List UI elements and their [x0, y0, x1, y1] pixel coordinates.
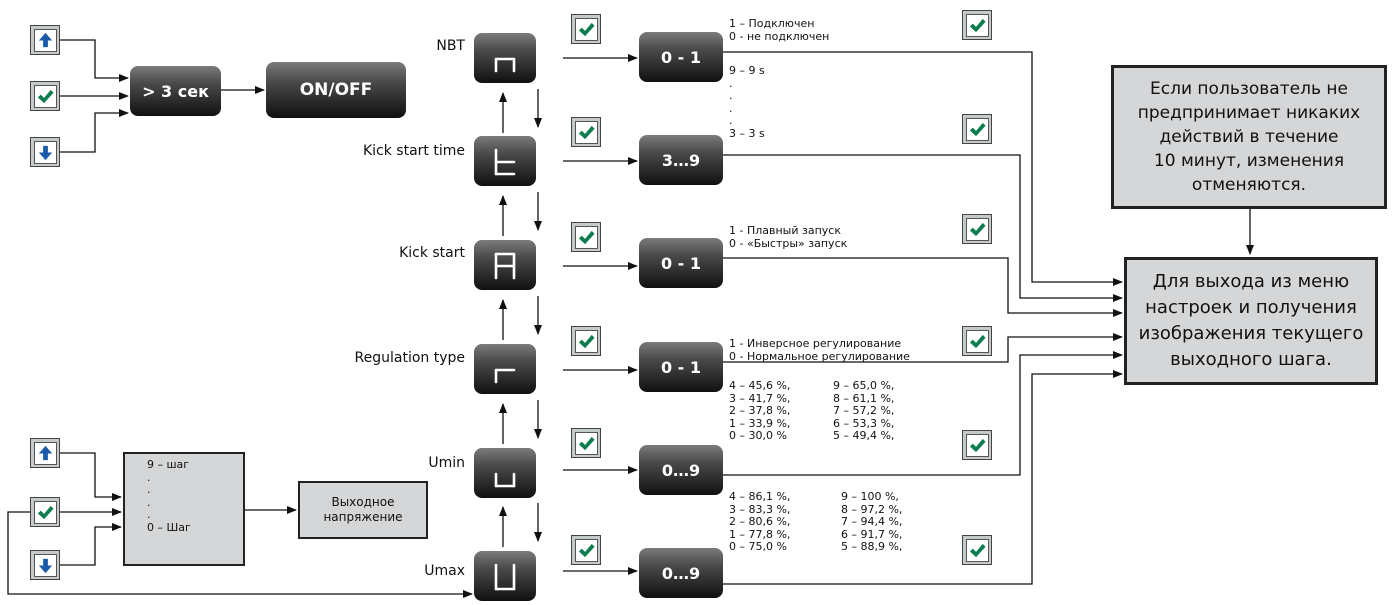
- param-label-kick-start-time: Kick start time: [362, 143, 465, 159]
- check-icon: [969, 334, 986, 349]
- ok-key-regulation-type[interactable]: [571, 326, 601, 356]
- seven-segment-display: [494, 563, 516, 591]
- ok-key-right-kick-start[interactable]: [962, 214, 992, 244]
- up-key-bottom[interactable]: [30, 438, 60, 468]
- arrow-down-icon: [38, 558, 53, 574]
- ok-key-right-kick-start-time[interactable]: [962, 114, 992, 144]
- ok-key-right-umax[interactable]: [962, 535, 992, 565]
- note-kick-start-time: 9 – 9 s . . . . 3 – 3 s: [729, 64, 765, 140]
- param-label-kick-start: Kick start: [399, 245, 465, 261]
- value-box-umin: 0…9: [639, 445, 723, 495]
- check-icon: [578, 543, 595, 558]
- display-umin: [474, 448, 536, 498]
- check-icon: [578, 436, 595, 451]
- step-list-box: 9 – шаг . . . . 0 – Шаг: [123, 452, 245, 566]
- check-icon: [969, 222, 986, 237]
- value-box-regulation-type: 0 - 1: [639, 342, 723, 392]
- ok-key-right-nbt[interactable]: [962, 10, 992, 40]
- ok-key-right-regulation-type[interactable]: [962, 326, 992, 356]
- ok-key-right-umin[interactable]: [962, 430, 992, 460]
- check-icon: [37, 505, 54, 520]
- param-label-umax: Umax: [424, 563, 465, 579]
- down-key[interactable]: [30, 137, 60, 167]
- note-umin-right: 9 – 65,0 %, 8 – 61,1 %, 7 – 57,2 %, 6 – …: [833, 379, 895, 442]
- check-icon: [969, 543, 986, 558]
- exit-note-text: Для выхода из меню настроек и получения …: [1138, 271, 1364, 370]
- check-icon: [969, 122, 986, 137]
- check-icon: [578, 334, 595, 349]
- param-label-nbt: NBT: [436, 38, 465, 54]
- display-regulation-type: [474, 344, 536, 394]
- seven-segment-display: [494, 148, 516, 176]
- on-off-box: ON/OFF: [266, 62, 406, 118]
- display-nbt: [474, 33, 536, 83]
- ok-key[interactable]: [30, 81, 60, 111]
- timeout-note-box: Если пользователь не предпринимает никак…: [1111, 65, 1387, 209]
- seven-segment-display: [494, 368, 516, 384]
- note-umin-left: 4 – 45,6 %, 3 – 41,7 %, 2 – 37,8 %, 1 – …: [729, 379, 791, 442]
- output-voltage-box: Выходное напряжение: [298, 481, 428, 539]
- check-icon: [969, 18, 986, 33]
- note-umax-left: 4 – 86,1 %, 3 – 83,3 %, 2 – 80,6 %, 1 – …: [729, 490, 791, 553]
- value-box-umax: 0…9: [639, 548, 723, 598]
- up-key[interactable]: [30, 25, 60, 55]
- ok-key-umin[interactable]: [571, 428, 601, 458]
- display-umax: [474, 551, 536, 601]
- step-list: 9 – шаг . . . . 0 – Шаг: [147, 458, 191, 534]
- ok-key-bottom[interactable]: [30, 497, 60, 527]
- value-box-nbt: 0 - 1: [639, 32, 723, 82]
- check-icon: [578, 125, 595, 140]
- hold-3-sec-box: > 3 сек: [130, 66, 221, 116]
- value-box-kick-start: 0 - 1: [639, 238, 723, 288]
- note-umax-right: 9 – 100 %, 8 – 97,2 %, 7 – 94,4 %, 6 – 9…: [841, 490, 903, 553]
- ok-key-kick-start-time[interactable]: [571, 117, 601, 147]
- value-box-kick-start-time: 3…9: [639, 135, 723, 185]
- param-label-umin: Umin: [428, 455, 465, 471]
- seven-segment-display: [494, 252, 516, 280]
- down-key-bottom[interactable]: [30, 550, 60, 580]
- output-voltage-text: Выходное напряжение: [323, 495, 403, 524]
- display-kick-start-time: [474, 136, 536, 186]
- check-icon: [969, 438, 986, 453]
- seven-segment-display: [494, 472, 516, 488]
- arrow-up-icon: [38, 445, 53, 461]
- check-icon: [37, 89, 54, 104]
- ok-key-nbt[interactable]: [571, 14, 601, 44]
- arrow-up-icon: [38, 32, 53, 48]
- note-regulation-type: 1 - Инверсное регулирование 0 - Нормальн…: [729, 337, 910, 363]
- display-kick-start: [474, 240, 536, 290]
- note-kick-start: 1 - Плавный запуск 0 - «Быстры» запуск: [729, 224, 848, 250]
- seven-segment-display: [494, 57, 516, 73]
- timeout-note-text: Если пользователь не предпринимает никак…: [1137, 79, 1361, 195]
- ok-key-umax[interactable]: [571, 535, 601, 565]
- param-label-regulation-type: Regulation type: [354, 350, 465, 366]
- note-nbt: 1 – Подключен 0 - не подключен: [729, 17, 830, 43]
- check-icon: [578, 230, 595, 245]
- check-icon: [578, 22, 595, 37]
- exit-note-box: Для выхода из меню настроек и получения …: [1124, 257, 1378, 385]
- arrow-down-icon: [38, 145, 53, 161]
- ok-key-kick-start[interactable]: [571, 222, 601, 252]
